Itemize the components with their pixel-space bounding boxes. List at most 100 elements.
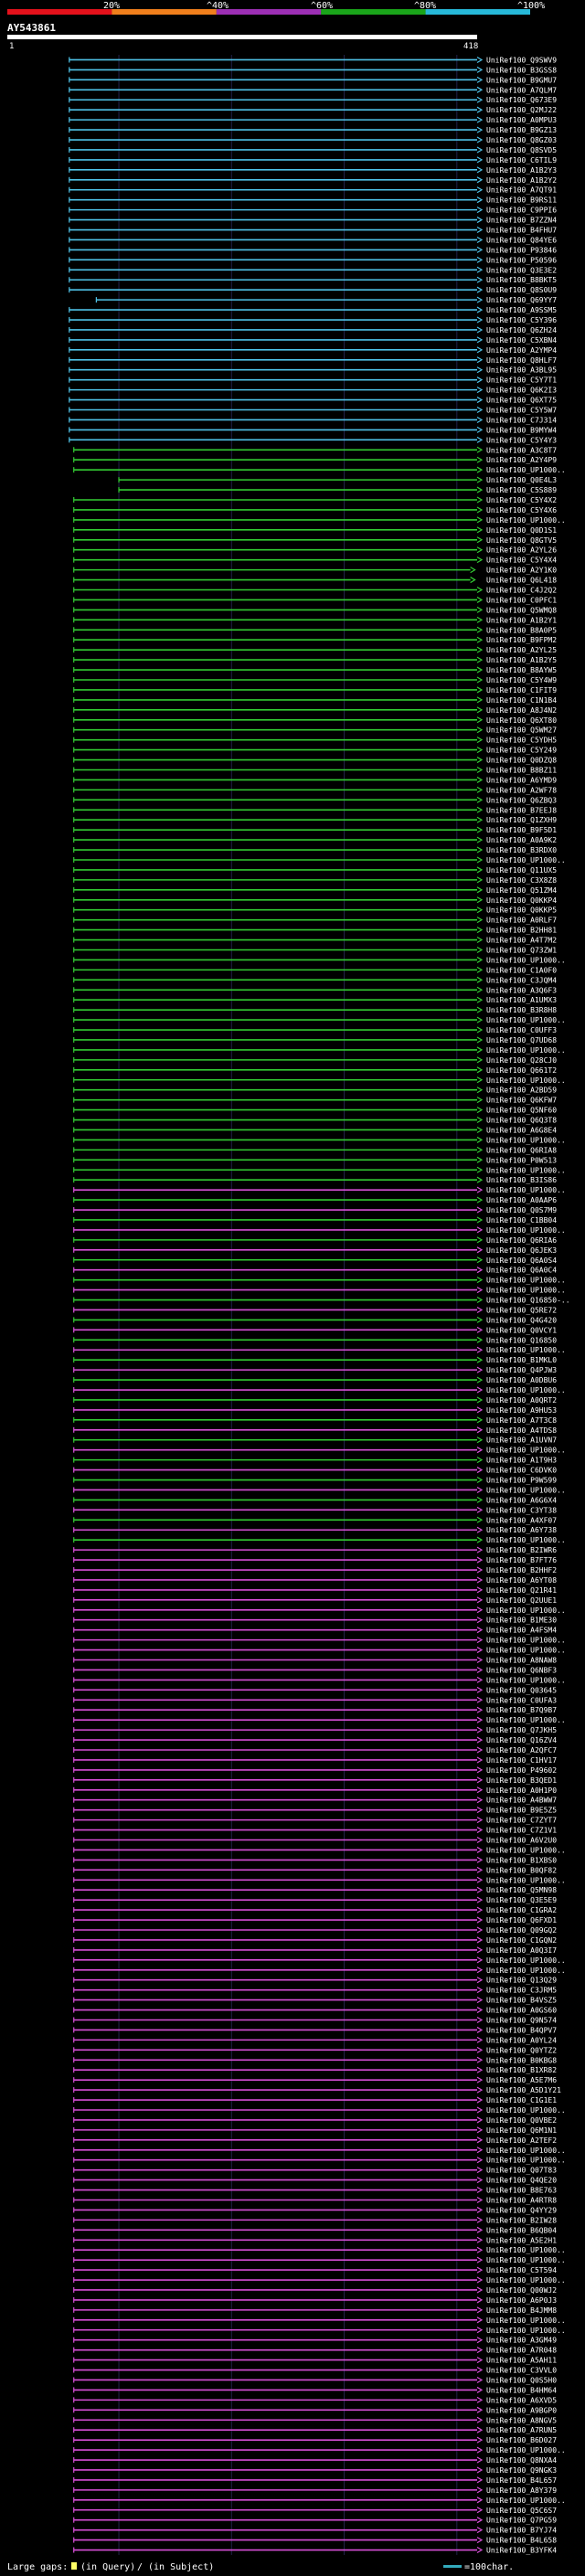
hit-label[interactable]: UniRef100_Q0KKP5 [486,906,557,915]
hit-label[interactable]: UniRef100_Q6NBF3 [486,1666,557,1674]
hit-label[interactable]: UniRef100_C5Y7T1 [486,376,557,385]
hit-label[interactable]: UniRef100_P50596 [486,256,557,264]
hit-label[interactable]: UniRef100_B3QED1 [486,1776,557,1785]
hit-label[interactable]: UniRef100_B0QF82 [486,1866,557,1874]
hit-label[interactable]: UniRef100_Q6Q3T8 [486,1117,557,1125]
hit-label[interactable]: UniRef100_C7J314 [486,416,557,424]
hit-label[interactable]: UniRef100_Q6M1N1 [486,2126,557,2135]
hit-label[interactable]: UniRef100_UP1000.. [486,1876,566,1884]
hit-label[interactable]: UniRef100_Q673E9 [486,96,557,104]
hit-label[interactable]: UniRef100_B7ZZN4 [486,217,557,225]
hit-label[interactable]: UniRef100_A1UMX3 [486,996,557,1004]
hit-label[interactable]: UniRef100_C5XBN4 [486,336,557,345]
hit-label[interactable]: UniRef100_C1GRA2 [486,1906,557,1914]
hit-label[interactable]: UniRef100_A1B2Y2 [486,176,557,185]
hit-label[interactable]: UniRef100_C3VVL0 [486,2367,557,2375]
hit-label[interactable]: UniRef100_C5Y4X6 [486,506,557,514]
hit-label[interactable]: UniRef100_A7QLM7 [486,86,557,94]
hit-label[interactable]: UniRef100_UP1000.. [486,2496,566,2505]
hit-label[interactable]: UniRef100_Q84YE6 [486,236,557,244]
hit-label[interactable]: UniRef100_B4HM64 [486,2386,557,2394]
hit-label[interactable]: UniRef100_UP1000.. [486,2446,566,2454]
hit-label[interactable]: UniRef100_A6G6X4 [486,1496,557,1504]
hit-label[interactable]: UniRef100_B8E763 [486,2187,557,2195]
hit-label[interactable]: UniRef100_P9W599 [486,1477,557,1485]
hit-label[interactable]: UniRef100_B7FT76 [486,1556,557,1564]
hit-label[interactable]: UniRef100_Q16ZV4 [486,1736,557,1744]
hit-label[interactable]: UniRef100_A0RLF7 [486,917,557,925]
hit-label[interactable]: UniRef100_Q6L418 [486,577,557,585]
hit-label[interactable]: UniRef100_A5E2H1 [486,2236,557,2244]
hit-label[interactable]: UniRef100_UP1000.. [486,1386,566,1394]
hit-label[interactable]: UniRef100_Q6ZH24 [486,326,557,334]
hit-label[interactable]: UniRef100_B7YJ74 [486,2527,557,2535]
hit-label[interactable]: UniRef100_A5D1Y21 [486,2086,561,2094]
hit-label[interactable]: UniRef100_Q8GTV5 [486,536,557,545]
hit-label[interactable]: UniRef100_B7Q9B7 [486,1706,557,1714]
hit-label[interactable]: UniRef100_C5YDH5 [486,737,557,745]
hit-label[interactable]: UniRef100_B2IWR6 [486,1546,557,1554]
hit-label[interactable]: UniRef100_Q4QE20 [486,2177,557,2185]
hit-label[interactable]: UniRef100_A6YT08 [486,1576,557,1585]
hit-label[interactable]: UniRef100_C7ZYT7 [486,1817,557,1825]
hit-label[interactable]: UniRef100_UP1000.. [486,1346,566,1354]
hit-label[interactable]: UniRef100_C5Y4Y3 [486,436,557,444]
hit-label[interactable]: UniRef100_Q21R41 [486,1586,557,1595]
hit-label[interactable]: UniRef100_C3YT38 [486,1506,557,1514]
hit-label[interactable]: UniRef100_Q6JEK3 [486,1246,557,1255]
hit-label[interactable]: UniRef100_B0KBG8 [486,2056,557,2064]
hit-label[interactable]: UniRef100_A2WF78 [486,786,557,794]
hit-label[interactable]: UniRef100_Q9N574 [486,2016,557,2024]
hit-label[interactable]: UniRef100_UP1000.. [486,1046,566,1055]
hit-label[interactable]: UniRef100_UP1000.. [486,516,566,525]
hit-label[interactable]: UniRef100_Q0VCY1 [486,1326,557,1334]
hit-label[interactable]: UniRef100_UP1000.. [486,1486,566,1494]
hit-label[interactable]: UniRef100_C1FIT9 [486,686,557,694]
hit-label[interactable]: UniRef100_Q8NXA4 [486,2456,557,2465]
hit-label[interactable]: UniRef100_Q0VBE2 [486,2116,557,2125]
hit-label[interactable]: UniRef100_UP1000.. [486,1536,566,1544]
hit-label[interactable]: UniRef100_Q0E4L3 [486,476,557,484]
hit-label[interactable]: UniRef100_P0W513 [486,1156,557,1164]
hit-label[interactable]: UniRef100_Q5WM27 [486,726,557,735]
hit-label[interactable]: UniRef100_C1HV17 [486,1756,557,1765]
hit-label[interactable]: UniRef100_B6QB04 [486,2226,557,2234]
hit-label[interactable]: UniRef100_Q73ZW1 [486,946,557,954]
hit-label[interactable]: UniRef100_A4FSM4 [486,1627,557,1635]
hit-label[interactable]: UniRef100_Q6FXD1 [486,1916,557,1924]
hit-label[interactable]: UniRef100_A2BD59 [486,1087,557,1095]
hit-label[interactable]: UniRef100_UP1000.. [486,466,566,474]
hit-label[interactable]: UniRef100_UP1000.. [486,1277,566,1285]
hit-label[interactable]: UniRef100_Q0YTZ2 [486,2046,557,2054]
hit-label[interactable]: UniRef100_B8AYW5 [486,666,557,674]
hit-label[interactable]: UniRef100_B2IW28 [486,2216,557,2224]
hit-label[interactable]: UniRef100_Q6A0S4 [486,1256,557,1265]
hit-label[interactable]: UniRef100_A0DBU6 [486,1376,557,1384]
hit-label[interactable]: UniRef100_A4RTR8 [486,2196,557,2204]
hit-label[interactable]: UniRef100_A2Y4P9 [486,456,557,464]
hit-label[interactable]: UniRef100_UP1000.. [486,1076,566,1085]
hit-label[interactable]: UniRef100_C5Y396 [486,316,557,324]
hit-label[interactable]: UniRef100_A2YL26 [486,546,557,555]
hit-label[interactable]: UniRef100_Q0S5H0 [486,2376,557,2384]
hit-label[interactable]: UniRef100_Q16850-.. [486,1297,570,1305]
hit-label[interactable]: UniRef100_B8BKT5 [486,276,557,284]
hit-label[interactable]: UniRef100_Q00WJ2 [486,2286,557,2295]
hit-label[interactable]: UniRef100_UP1000.. [486,1186,566,1194]
hit-label[interactable]: UniRef100_C6DVK0 [486,1467,557,1475]
hit-label[interactable]: UniRef100_Q5NF60 [486,1107,557,1115]
hit-label[interactable]: UniRef100_B6D027 [486,2436,557,2444]
hit-label[interactable]: UniRef100_Q5MN98 [486,1886,557,1894]
hit-label[interactable]: UniRef100_Q2MJ22 [486,106,557,114]
hit-label[interactable]: UniRef100_Q6KFW7 [486,1097,557,1105]
hit-label[interactable]: UniRef100_B9GZ13 [486,126,557,134]
hit-label[interactable]: UniRef100_B2HHF2 [486,1566,557,1574]
hit-label[interactable]: UniRef100_A6P0J3 [486,2296,557,2305]
hit-label[interactable]: UniRef100_UP1000.. [486,1637,566,1645]
hit-label[interactable]: UniRef100_A4T7M2 [486,937,557,945]
hit-label[interactable]: UniRef100_Q13Q29 [486,1977,557,1985]
hit-label[interactable]: UniRef100_Q4G420 [486,1316,557,1324]
hit-label[interactable]: UniRef100_UP1000.. [486,2256,566,2264]
hit-label[interactable]: UniRef100_A6G8E4 [486,1126,557,1134]
hit-label[interactable]: UniRef100_A0MPU3 [486,116,557,124]
